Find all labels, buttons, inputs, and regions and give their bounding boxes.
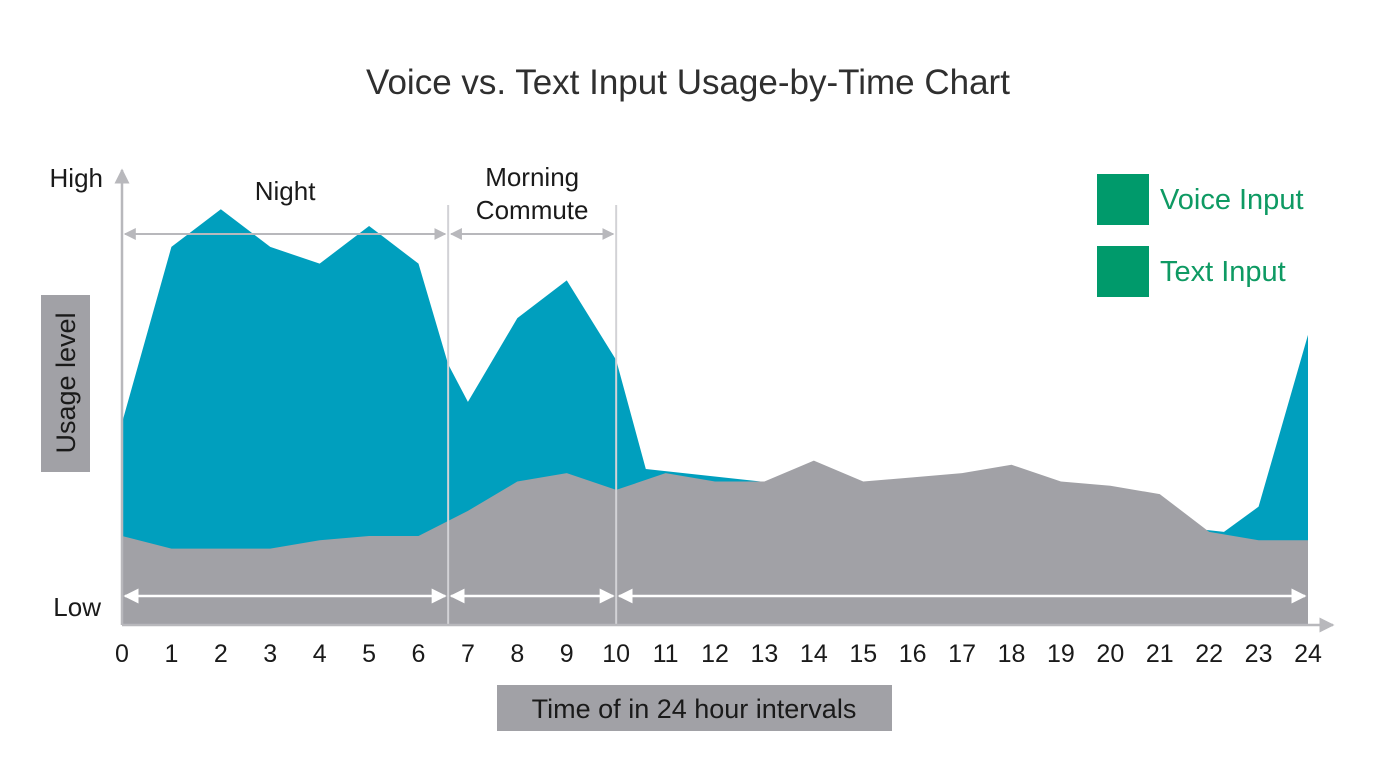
x-axis-label-box [497, 685, 892, 731]
x-tick-7: 7 [461, 640, 475, 668]
x-tick-6: 6 [412, 640, 426, 668]
x-tick-20: 20 [1096, 640, 1124, 668]
x-tick-14: 14 [800, 640, 828, 668]
x-tick-22: 22 [1195, 640, 1223, 668]
period-label-1-line-0: Morning [485, 162, 579, 192]
x-tick-21: 21 [1146, 640, 1174, 668]
period-label-0-line-0: Night [255, 176, 316, 206]
x-tick-4: 4 [313, 640, 327, 668]
area-text-input [122, 460, 1308, 624]
x-tick-17: 17 [948, 640, 976, 668]
x-tick-15: 15 [849, 640, 877, 668]
legend-label-voice-input: Voice Input [1160, 184, 1304, 216]
legend-label-text-input: Text Input [1160, 256, 1286, 288]
x-tick-9: 9 [560, 640, 574, 668]
y-tick-low: Low [53, 592, 101, 622]
x-tick-1: 1 [164, 640, 178, 668]
x-tick-10: 10 [602, 640, 630, 668]
legend: Voice Input Text Input [1097, 174, 1304, 297]
x-tick-23: 23 [1245, 640, 1273, 668]
y-tick-high: High [50, 163, 103, 193]
x-tick-13: 13 [751, 640, 779, 668]
x-tick-3: 3 [263, 640, 277, 668]
x-tick-18: 18 [998, 640, 1026, 668]
x-tick-12: 12 [701, 640, 729, 668]
x-tick-labels: 0 1 2 3 4 5 6 7 8 9 10 11 12 13 14 15 16 17 18 19 20 21 22 23 24 [115, 640, 1322, 668]
x-tick-8: 8 [510, 640, 524, 668]
legend-swatch-voice-input [1097, 174, 1149, 225]
x-tick-24: 24 [1294, 640, 1322, 668]
x-tick-0: 0 [115, 640, 129, 668]
x-tick-11: 11 [653, 640, 679, 668]
x-axis-label: Time of in 24 hour intervals [532, 694, 857, 724]
x-tick-2: 2 [214, 640, 228, 668]
x-tick-19: 19 [1047, 640, 1075, 668]
y-axis-label: Usage level [51, 312, 81, 453]
x-tick-5: 5 [362, 640, 376, 668]
x-tick-16: 16 [899, 640, 927, 668]
y-axis-label-box [41, 295, 90, 472]
legend-swatch-text-input [1097, 246, 1149, 297]
plot-areas [122, 209, 1308, 624]
chart-title: Voice vs. Text Input Usage-by-Time Chart [366, 63, 1010, 102]
period-label-1-line-1: Commute [476, 195, 589, 225]
